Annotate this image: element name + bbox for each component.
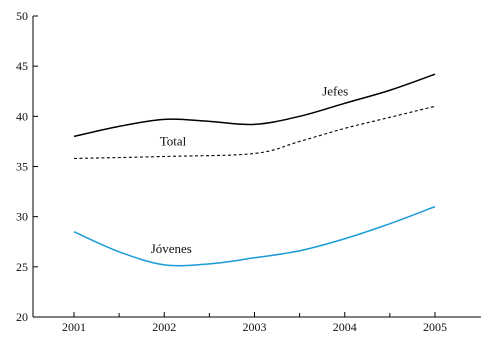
series-layer [73,73,436,267]
y-tick-label: 50 [16,9,28,23]
series-labels: Jefes Total Jóvenes [151,83,348,256]
x-tick-label: 2004 [333,320,357,333]
series-label-jefes: Jefes [322,83,348,98]
series-line-total [73,105,436,160]
y-tick-label: 35 [16,160,28,174]
x-tick-label: 2002 [152,320,176,333]
series-line-jefes [73,73,436,138]
axes: 20 25 30 35 40 45 50 2001 2002 2003 2004 2005 [16,9,481,334]
series-line-jovenes [73,205,436,267]
x-tick-label: 2001 [62,320,86,333]
y-tick-label: 20 [16,310,28,324]
y-tick-label: 40 [16,109,28,123]
x-tick-label: 2005 [423,320,447,333]
series-label-total: Total [160,133,187,148]
y-tick-label: 30 [16,210,28,224]
series-label-jovenes: Jóvenes [151,241,192,256]
x-tick-label: 2003 [243,320,267,333]
y-tick-label: 45 [16,59,28,73]
y-tick-label: 25 [16,260,28,274]
